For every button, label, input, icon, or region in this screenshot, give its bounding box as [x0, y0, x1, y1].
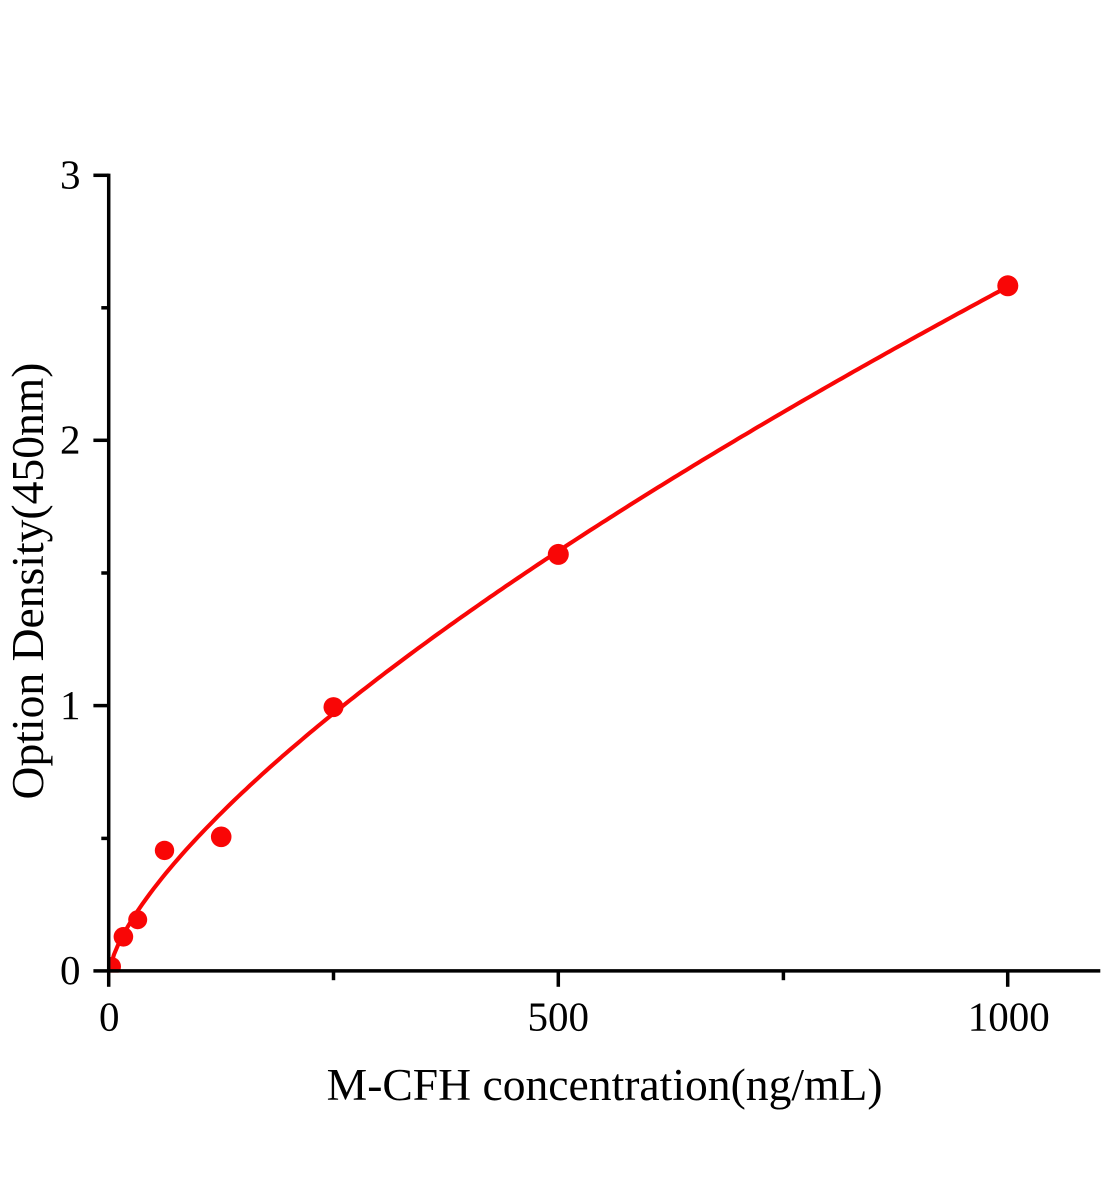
svg-text:1000: 1000 — [968, 993, 1050, 1039]
svg-text:3: 3 — [60, 151, 81, 197]
svg-text:1: 1 — [60, 682, 81, 728]
svg-text:2: 2 — [60, 416, 81, 462]
svg-text:500: 500 — [528, 993, 590, 1039]
svg-text:M-CFH concentration(ng/mL): M-CFH concentration(ng/mL) — [327, 1059, 883, 1110]
svg-text:0: 0 — [60, 947, 81, 993]
svg-text:Option Density(450nm): Option Density(450nm) — [2, 363, 53, 800]
svg-text:0: 0 — [99, 993, 120, 1039]
